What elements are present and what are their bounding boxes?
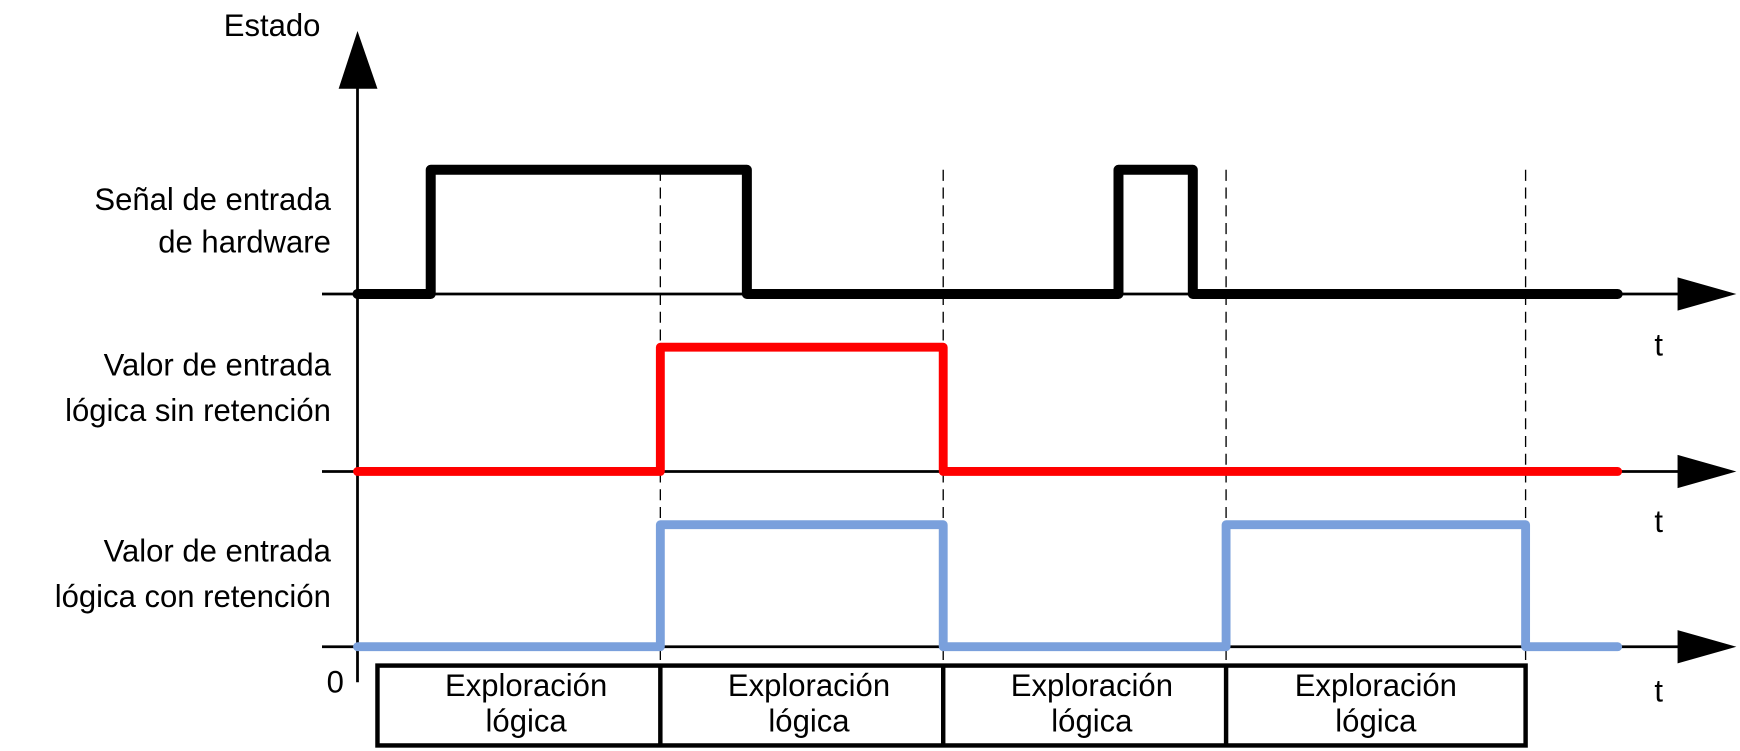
row-label: Valor de entrada [104,534,332,569]
row-label: de hardware [158,224,331,259]
scan-label: lógica [768,703,850,738]
scan-label: Exploración [1011,668,1173,703]
scan-label: Exploración [1295,668,1457,703]
scan-label: lógica [1051,703,1133,738]
scan-label: lógica [1335,703,1417,738]
time-label: t [1654,327,1663,362]
row-label: lógica con retención [55,579,331,614]
y-axis-label: Estado [224,8,321,43]
scan-label: lógica [486,703,568,738]
logic-value-no-retention [353,342,1623,476]
hardware-signal [352,164,1623,299]
logic-value-retention [353,520,1623,652]
time-label: t [1654,504,1663,539]
scan-label: Exploración [728,668,890,703]
scan-label: Exploración [445,668,607,703]
y-axis-arrow [338,31,378,89]
time-label: t [1654,674,1663,709]
time-axis-arrow [1677,630,1737,664]
row-label: lógica sin retención [65,393,331,428]
row-label: Valor de entrada [104,347,332,382]
time-axis-arrow [1677,277,1737,311]
row-label: Señal de entrada [94,182,331,217]
scan-box [375,663,1528,748]
origin-label: 0 [327,665,344,700]
time-axis-arrow [1677,454,1737,489]
